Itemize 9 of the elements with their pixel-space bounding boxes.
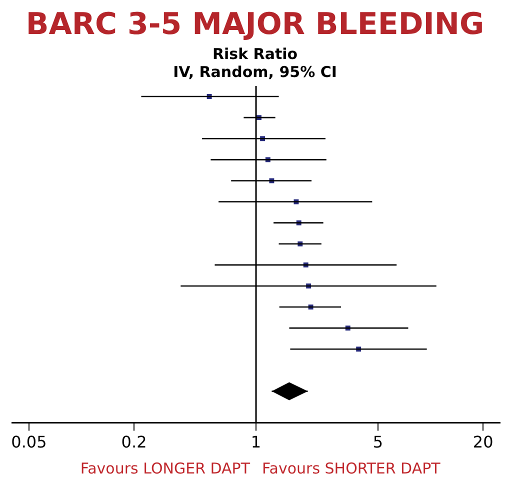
- x-tick-label: 20: [472, 432, 494, 452]
- x-tick-label: 1: [250, 432, 262, 452]
- x-tick-label: 0.05: [11, 432, 47, 452]
- chart-title: BARC 3-5 MAJOR BLEEDING: [26, 6, 484, 42]
- x-tick-label: 0.2: [121, 432, 147, 452]
- x-tick-label: 5: [372, 432, 384, 452]
- text: Favours LONGER DAPT: [80, 459, 251, 478]
- text: Favours SHORTER DAPT: [262, 459, 442, 478]
- chart-subtitle: Risk Ratio IV, Random, 95% CI: [173, 44, 337, 81]
